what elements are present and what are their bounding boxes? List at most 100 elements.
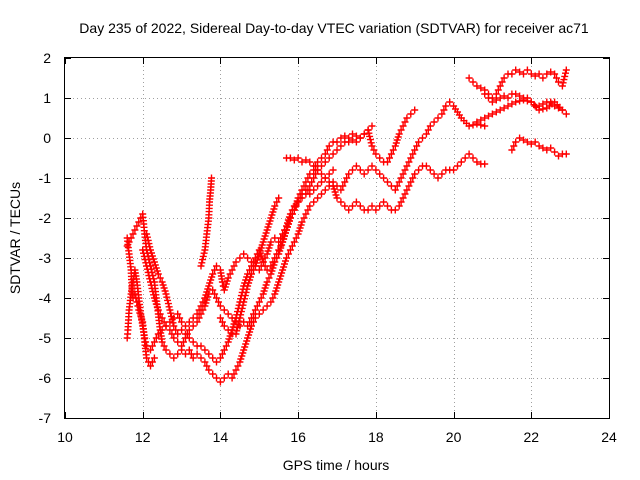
data-point (314, 194, 322, 202)
data-point (271, 234, 279, 242)
data-point (288, 210, 296, 218)
data-point (384, 178, 391, 186)
data-point (176, 314, 184, 322)
data-point (539, 74, 547, 82)
data-point (133, 222, 141, 230)
data-point (224, 274, 232, 282)
data-point (298, 218, 306, 226)
data-point (170, 354, 178, 362)
data-point (426, 122, 434, 130)
data-point (241, 295, 248, 303)
data-point (199, 252, 207, 260)
data-point (386, 154, 393, 162)
data-point (139, 246, 147, 254)
y-tick-label: 1 (43, 90, 51, 106)
data-point (401, 118, 409, 126)
data-point (356, 134, 364, 142)
data-point (535, 142, 543, 150)
data-point (523, 66, 531, 74)
data-point (397, 126, 405, 134)
data-point (197, 310, 205, 318)
data-point (163, 293, 171, 301)
data-point (209, 270, 217, 278)
data-point (561, 72, 569, 80)
data-point (553, 74, 560, 82)
x-tick-label: 20 (446, 429, 462, 445)
data-point (178, 318, 186, 326)
data-point (337, 142, 345, 150)
data-point (304, 174, 312, 182)
data-point (401, 166, 409, 174)
data-point (235, 317, 243, 325)
data-point (185, 318, 193, 326)
data-point (523, 97, 531, 105)
data-point (170, 322, 178, 330)
data-point (318, 154, 325, 162)
data-point (345, 206, 353, 214)
data-point (169, 319, 177, 327)
data-point (259, 306, 267, 314)
data-point (399, 170, 407, 178)
data-point (218, 278, 226, 286)
data-point (516, 97, 524, 105)
data-point (240, 318, 248, 326)
data-point (314, 182, 322, 190)
x-tick-label: 10 (57, 429, 73, 445)
data-point (508, 100, 516, 108)
data-point (325, 142, 333, 150)
data-point (356, 202, 364, 210)
data-point (310, 162, 318, 170)
data-point (539, 144, 547, 152)
data-point (397, 174, 405, 182)
x-tick-label: 18 (368, 429, 384, 445)
data-point (389, 146, 397, 154)
data-point (551, 70, 559, 78)
data-point (368, 162, 376, 170)
data-point (411, 170, 419, 178)
data-point (409, 174, 417, 182)
data-point (143, 265, 151, 273)
data-point (469, 78, 477, 86)
data-point (290, 156, 298, 164)
data-point (527, 70, 535, 78)
data-point (551, 148, 559, 156)
data-point (434, 114, 442, 122)
data-point (543, 70, 551, 78)
data-point (485, 94, 492, 102)
data-point (325, 170, 333, 178)
data-point (302, 156, 310, 164)
data-point (321, 186, 329, 194)
series-trace-e (197, 174, 215, 270)
data-point (409, 150, 417, 158)
data-point (189, 338, 197, 346)
data-point (147, 346, 154, 354)
data-point (209, 370, 217, 378)
data-point (364, 166, 372, 174)
data-point (267, 262, 275, 270)
data-point (349, 130, 356, 138)
grid (65, 58, 609, 418)
data-point (257, 294, 265, 302)
data-point (286, 246, 294, 254)
data-point (146, 275, 154, 283)
x-tick-label: 24 (601, 429, 617, 445)
data-point (488, 110, 496, 118)
data-point (302, 178, 310, 186)
y-tick-label: -6 (39, 370, 52, 386)
data-point (333, 138, 341, 146)
data-point (547, 144, 555, 152)
data-point (469, 121, 477, 129)
plot-frame (64, 57, 610, 419)
data-point (150, 338, 158, 346)
data-point (224, 310, 232, 318)
data-point (182, 330, 189, 338)
data-point (294, 154, 302, 162)
data-point (333, 194, 341, 202)
data-point (156, 310, 164, 318)
data-point (496, 106, 504, 114)
data-point (200, 249, 208, 257)
data-point (147, 278, 154, 286)
data-point (411, 146, 419, 154)
data-point (298, 158, 306, 166)
